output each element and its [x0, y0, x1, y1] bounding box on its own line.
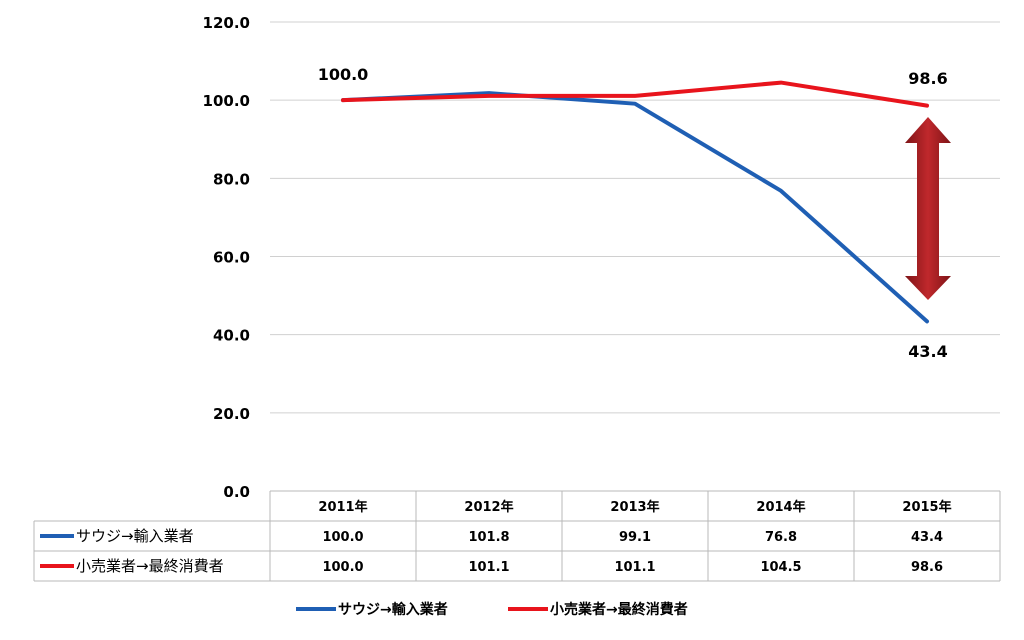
- legend-label-retail: 小売業者→最終消費者: [550, 601, 688, 618]
- table-cell: 76.8: [765, 530, 797, 545]
- table-gridlines: [33, 490, 1001, 582]
- table-header-row: 2011年 2012年 2013年 2014年 2015年: [318, 499, 951, 515]
- table-cell: 101.8: [468, 530, 509, 545]
- legend: サウジ→輸入業者 小売業者→最終消費者: [296, 601, 688, 618]
- y-axis-ticks: 0.0 20.0 40.0 60.0 80.0 100.0 120.0: [203, 14, 250, 501]
- annotations: 100.0 98.6 43.4: [318, 65, 951, 361]
- y-tick-label: 20.0: [213, 405, 250, 423]
- table-cell: 43.4: [911, 530, 943, 545]
- table-header-cell: 2015年: [902, 499, 951, 515]
- table-body: サウジ→輸入業者 100.0 101.8 99.1 76.8 43.4 小売業者→最終消費者…: [40, 527, 943, 575]
- gridlines: [270, 21, 1000, 414]
- table-cell: 100.0: [322, 560, 363, 575]
- table-row-label: 小売業者→最終消費者: [76, 557, 224, 575]
- table-cell: 99.1: [619, 530, 651, 545]
- y-tick-label: 40.0: [213, 327, 250, 345]
- data-label-end-red: 98.6: [908, 69, 947, 88]
- y-tick-label: 120.0: [203, 14, 250, 32]
- table-cell: 101.1: [468, 560, 509, 575]
- series-lines: [341, 80, 929, 324]
- double-arrow-icon: [905, 117, 951, 300]
- data-table: 2011年 2012年 2013年 2014年 2015年 サウジ→輸入業者 100.0 1…: [33, 490, 1001, 582]
- y-tick-label: 100.0: [203, 92, 250, 110]
- table-header-cell: 2012年: [464, 499, 513, 515]
- table-header-cell: 2011年: [318, 499, 367, 515]
- data-label-end-blue: 43.4: [908, 342, 947, 361]
- table-row-label: サウジ→輸入業者: [76, 527, 194, 545]
- y-tick-label: 0.0: [223, 483, 250, 501]
- table-header-cell: 2013年: [610, 499, 659, 515]
- data-label-start: 100.0: [318, 65, 369, 84]
- table-cell: 100.0: [322, 530, 363, 545]
- y-tick-label: 80.0: [213, 170, 250, 188]
- series-line-1: [341, 80, 929, 108]
- series-line-0: [341, 91, 929, 324]
- y-tick-label: 60.0: [213, 249, 250, 267]
- table-cell: 101.1: [614, 560, 655, 575]
- table-header-cell: 2014年: [756, 499, 805, 515]
- table-cell: 104.5: [760, 560, 801, 575]
- table-cell: 98.6: [911, 560, 943, 575]
- legend-label-saudi: サウジ→輸入業者: [338, 601, 448, 618]
